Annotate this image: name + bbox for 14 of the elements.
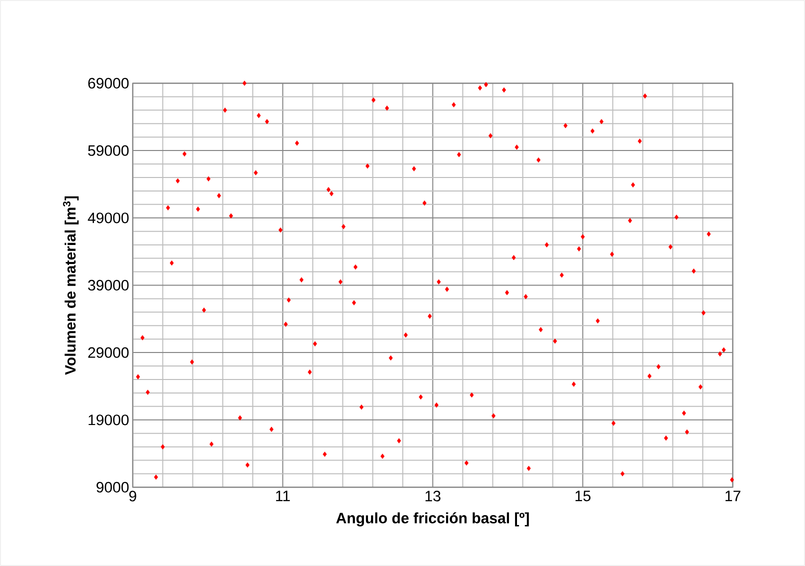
x-tick-label: 9 [129,490,136,502]
y-tick-label: 9000 [96,482,129,493]
y-tick-label: 29000 [88,347,129,358]
y-tick-label: 49000 [88,212,129,224]
y-tick-label: 59000 [88,145,129,156]
x-tick-label: 15 [576,490,590,502]
x-axis-title: Angulo de fricción basal [º] [336,512,529,526]
x-tick-label: 13 [426,490,440,502]
y-tick-label: 39000 [88,280,129,291]
y-tick-label: 19000 [88,414,129,426]
y-axis-title: Volumen de material [m$^{3}$] [62,196,79,375]
x-tick-label: 17 [726,490,740,502]
y-tick-label: 69000 [88,78,129,89]
x-tick-label: 11 [276,490,290,502]
